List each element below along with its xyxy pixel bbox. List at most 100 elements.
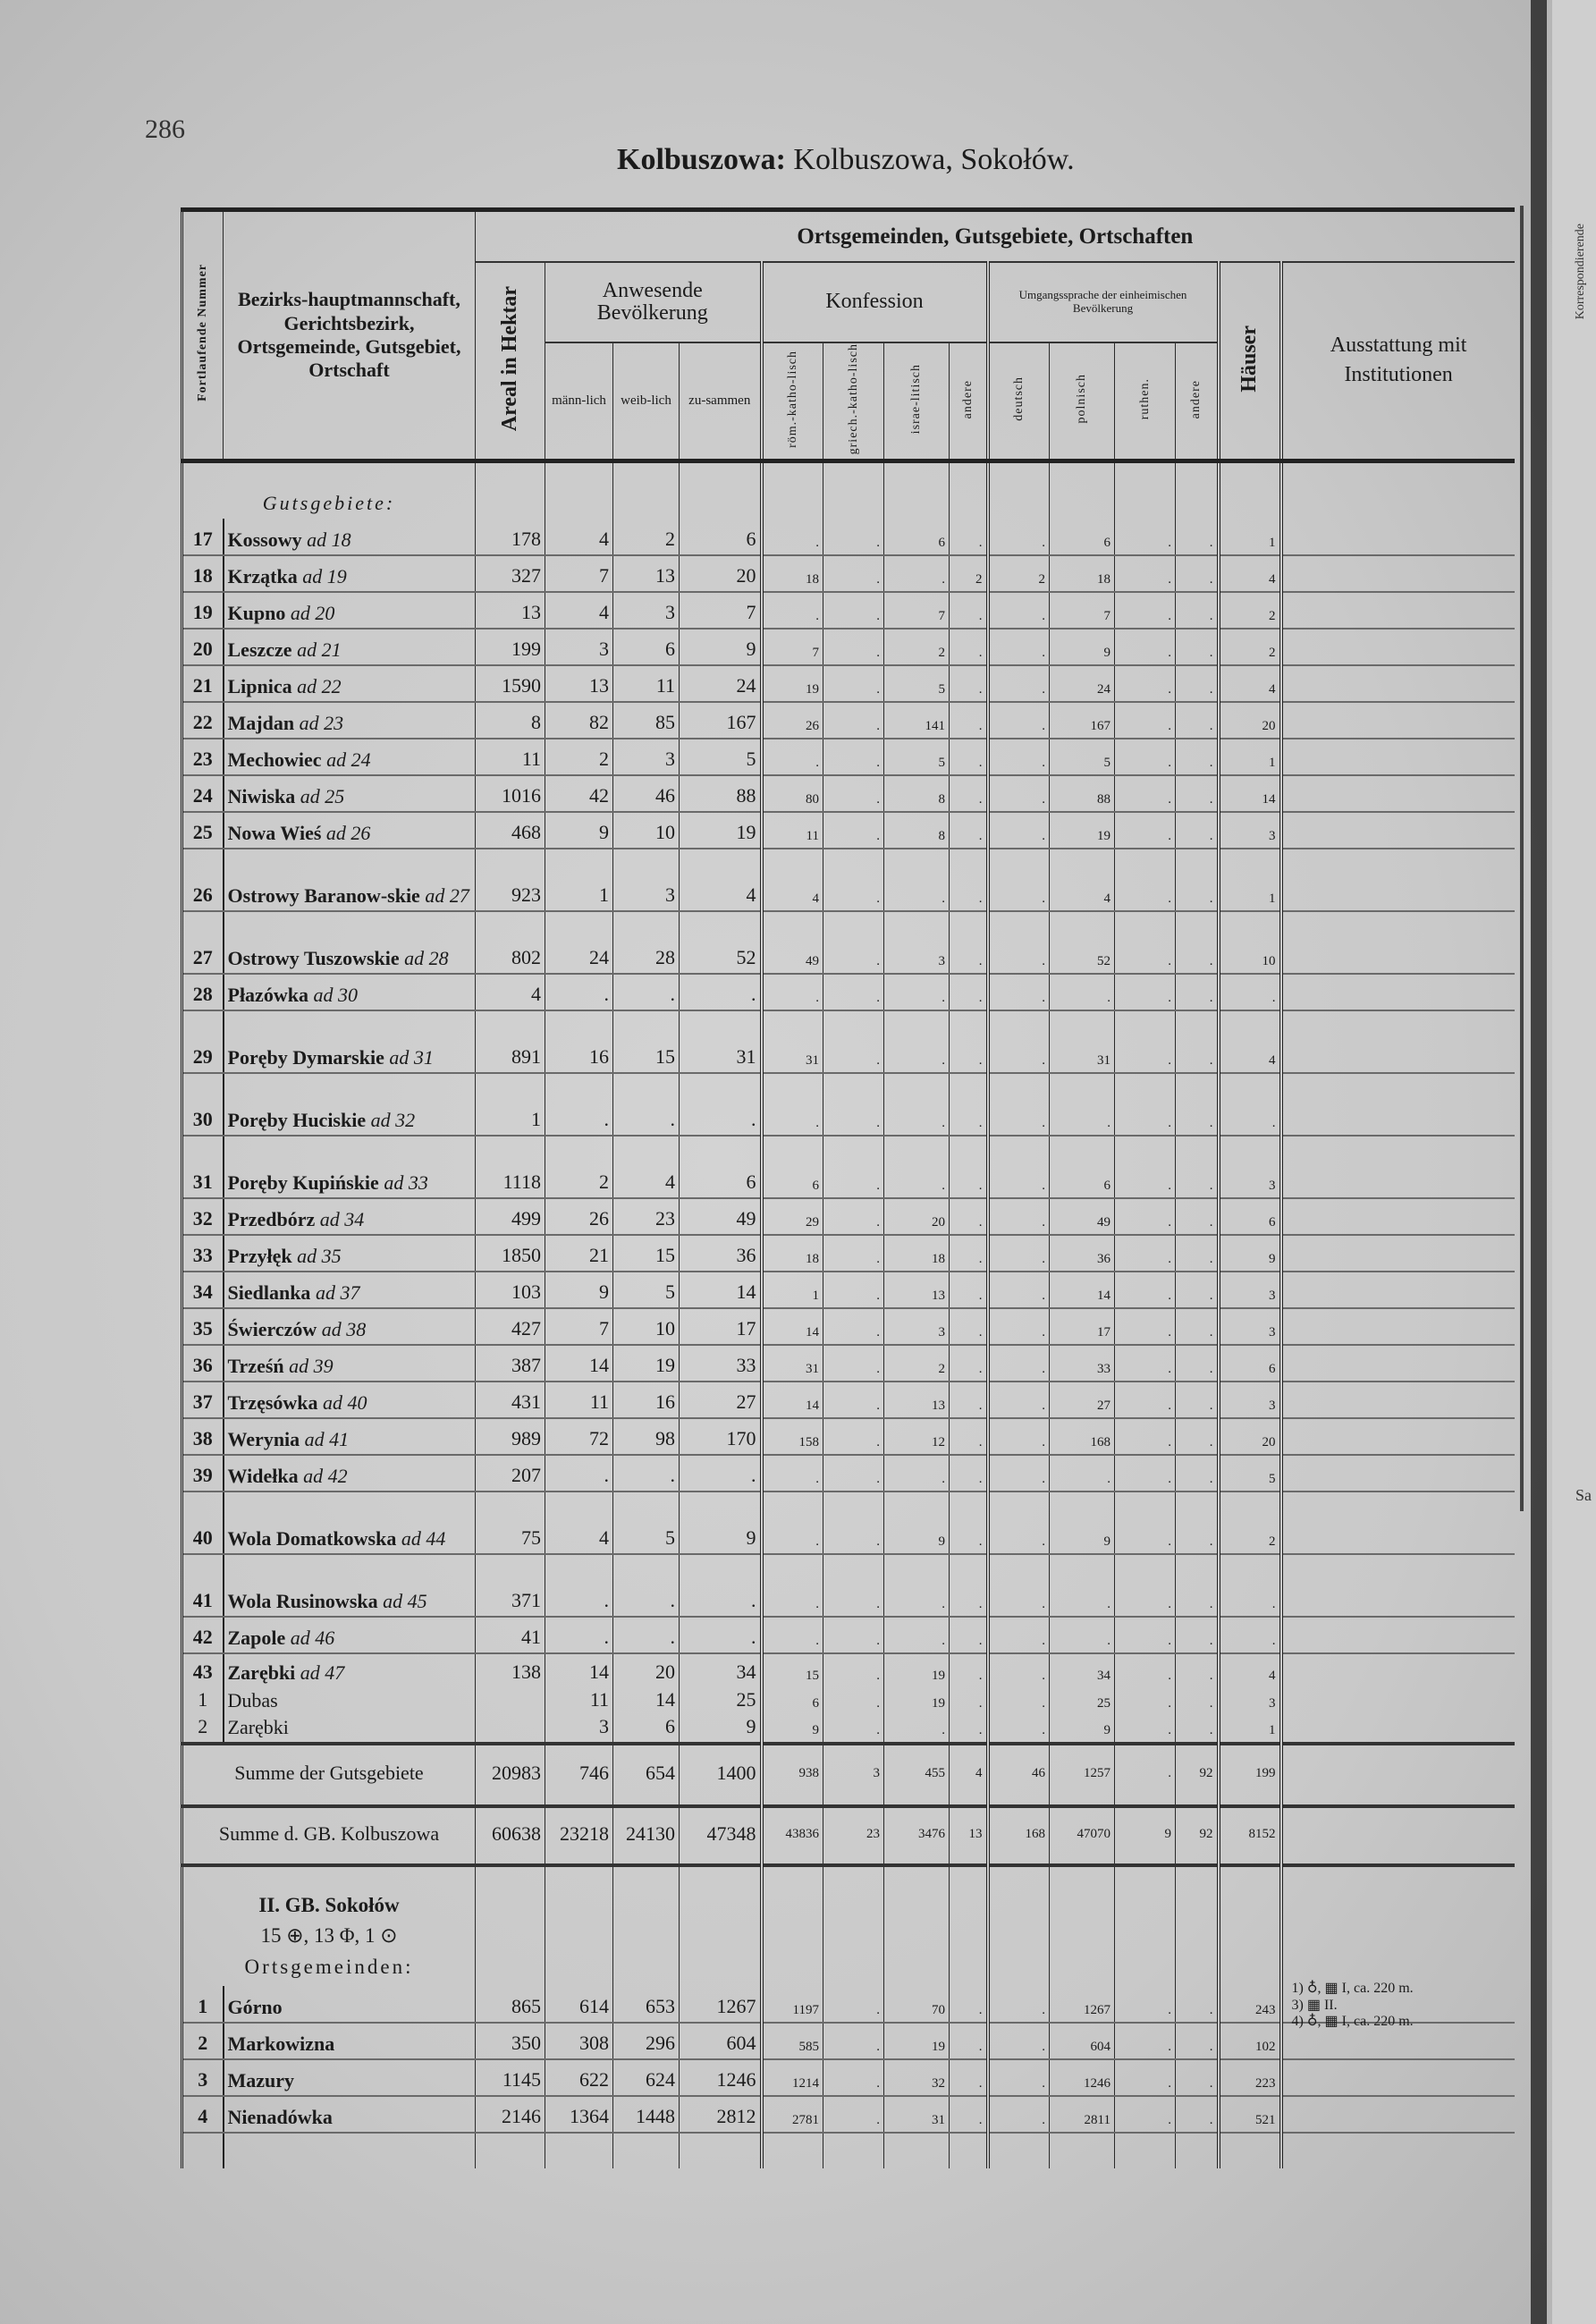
place-name-text: Niwiska [227, 785, 296, 808]
cell-areal: 427 [475, 1308, 545, 1347]
cell-institutions [1279, 1345, 1515, 1383]
cell-other-lang: . [1175, 1308, 1219, 1347]
cell-rk: 4 [759, 849, 823, 913]
cell-total: 33 [679, 1345, 762, 1383]
cell-pl: 9 [1049, 1715, 1115, 1746]
cell-other-lang: . [1175, 1198, 1219, 1237]
cell-total: . [679, 1455, 762, 1493]
header-language: Umgangssprache der einheimischen Bevölke… [985, 262, 1219, 343]
cell-de: . [985, 1418, 1050, 1457]
cell-de: . [985, 1198, 1050, 1237]
cell-isr: . [883, 1554, 950, 1618]
table-row: 38 Werynia ad 41 989 72 98 170 158. 12.. 168.. 20 [182, 1418, 1515, 1457]
cell-male: . [545, 1455, 613, 1493]
place-name: Dubas [223, 1687, 476, 1716]
row-number: 33 [182, 1235, 224, 1273]
cross-reference: ad 23 [299, 712, 344, 735]
cell-empty [679, 2133, 762, 2169]
cell-rk: 9 [759, 1715, 823, 1746]
cell-areal: 60638 [475, 1806, 545, 1868]
cell-other-lang: . [1175, 849, 1219, 913]
cell-institutions [1279, 1272, 1515, 1310]
cell-de: . [985, 629, 1050, 667]
place-name: Widełka ad 42 [223, 1455, 476, 1493]
cell-gk: 23 [823, 1806, 884, 1868]
cell-de: . [985, 2096, 1050, 2134]
cell-de: . [985, 1073, 1050, 1137]
cell-ru: . [1114, 1010, 1176, 1075]
row-number: 17 [182, 519, 224, 557]
place-name: Ostrowy Tuszowskie ad 28 [223, 911, 476, 976]
cell-ru: . [1114, 974, 1176, 1012]
cell-male: 16 [545, 1010, 613, 1075]
cell-de: . [985, 1272, 1050, 1310]
cell-ru: . [1114, 1235, 1176, 1273]
cell-isr: 3476 [883, 1806, 950, 1868]
cell-other-lang: . [1175, 665, 1219, 704]
cell-empty [545, 2133, 613, 2169]
row-number: 23 [182, 739, 224, 777]
cell-rk: 26 [759, 702, 823, 740]
row-number: 24 [182, 775, 224, 814]
cell-empty [823, 1865, 884, 1987]
place-name-text: Majdan [227, 712, 295, 735]
cell-other-lang: . [1175, 1073, 1219, 1137]
place-name-text: Wola Rusinowska [227, 1590, 378, 1613]
place-name: Świerczów ad 38 [223, 1308, 476, 1347]
table-row: 1 Górno 865 614 653 1267 1197. 70.. 1267.. 243 1) … [182, 1981, 1515, 2029]
cell-male: 4 [545, 1492, 613, 1556]
cell-institutions [1279, 1865, 1515, 1987]
cell-isr: . [883, 974, 950, 1012]
cell-pl: . [1049, 1554, 1115, 1618]
cell-gk: . [823, 1653, 884, 1688]
cell-institutions [1279, 775, 1515, 814]
cell-areal: 802 [475, 911, 545, 976]
table-subrow: 2 Zarębki 3 6 9 9.... 9.. 1 [182, 1715, 1515, 1746]
cell-areal: 865 [475, 1986, 545, 2024]
cell-other-lang: . [1175, 1687, 1219, 1716]
cell-total: . [679, 1073, 762, 1137]
cell-male: . [545, 1617, 613, 1655]
header-top: Ortsgemeinden, Gutsgebiete, Ortschaften [474, 209, 1515, 263]
row-number: 22 [182, 702, 224, 740]
cell-institutions [1279, 1382, 1515, 1420]
table-row: 30 Poręby Huciskie ad 32 1............ [182, 1073, 1515, 1137]
cell-areal: 20983 [475, 1744, 545, 1809]
cell-isr: . [883, 1715, 950, 1746]
row-number: 19 [182, 592, 224, 630]
cell-female: 14 [612, 1687, 680, 1716]
place-name: Wola Rusinowska ad 45 [223, 1554, 476, 1618]
cell-other-conf: . [949, 1653, 988, 1688]
cell-ru: . [1114, 812, 1176, 850]
cell-gk: . [823, 555, 884, 594]
cell-houses: 199 [1216, 1744, 1281, 1809]
cell-other-conf: . [949, 1715, 988, 1746]
cell-empty [1114, 461, 1176, 520]
cell-gk: . [823, 519, 884, 557]
cell-areal [475, 1715, 545, 1746]
cell-areal: 1590 [475, 665, 545, 704]
cell-other-lang: . [1175, 1653, 1219, 1688]
cell-rk: 6 [759, 1136, 823, 1200]
title-courts: Kolbuszowa, Sokołów. [793, 143, 1075, 176]
header-de-text: deutsch [1012, 376, 1026, 422]
row-number: 1 [182, 1687, 224, 1716]
cell-total: 1400 [679, 1744, 762, 1809]
cell-houses: 3 [1216, 1687, 1281, 1716]
blank-cell [223, 2133, 476, 2169]
cell-other-conf: 4 [949, 1744, 988, 1809]
cell-other-conf: . [949, 519, 988, 557]
cell-isr: 3 [883, 911, 950, 976]
cell-empty [759, 1865, 823, 1987]
header-gk: griech.-katho-lisch [823, 342, 884, 463]
header-pl: polnisch [1049, 342, 1115, 463]
cell-houses: 4 [1216, 555, 1281, 594]
cell-gk: . [823, 1198, 884, 1237]
cell-de: . [985, 702, 1050, 740]
cell-de: . [985, 1617, 1050, 1655]
cell-female: 16 [612, 1382, 680, 1420]
cell-institutions [1279, 2133, 1515, 2169]
cell-institutions [1279, 1687, 1515, 1716]
header-areal-text: Areal in Hektar [497, 286, 521, 432]
row-number: 39 [182, 1455, 224, 1493]
